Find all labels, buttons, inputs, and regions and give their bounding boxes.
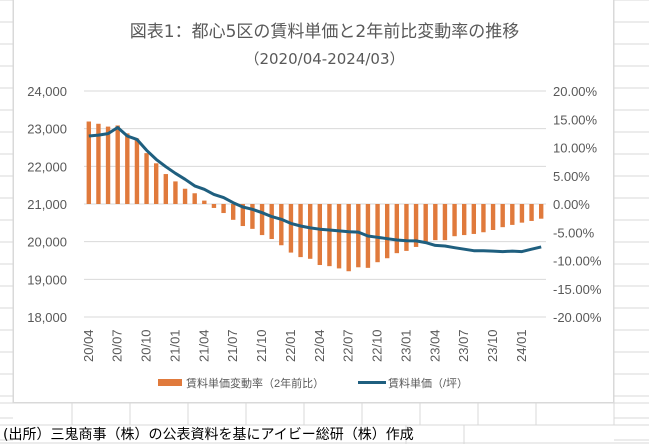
chart-subtitle: （2020/04-2024/03） — [244, 50, 405, 68]
source-note: (出所）三鬼商事（株）の公表資料を基にアイビー総研（株）作成 — [3, 427, 414, 443]
chart-title: 図表1：都心5区の賃料単価と2年前比変動率の推移 — [129, 22, 520, 42]
